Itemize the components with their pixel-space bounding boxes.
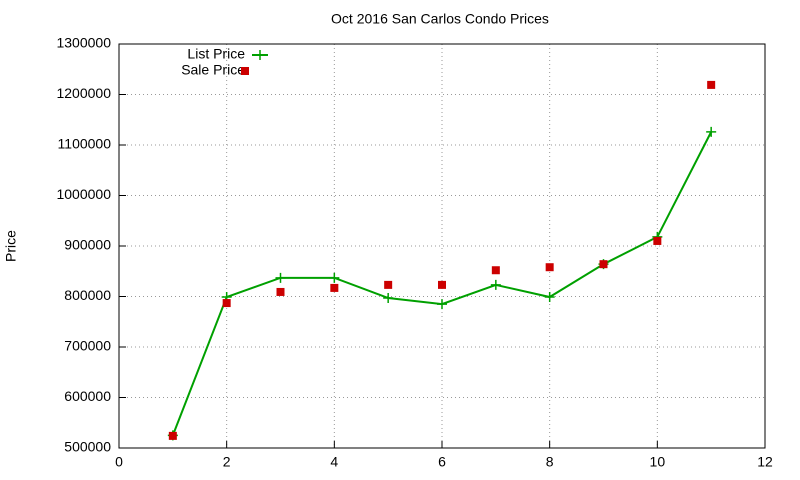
plot-frame xyxy=(118,43,766,449)
legend-marker xyxy=(255,50,265,60)
data-point xyxy=(599,260,608,269)
data-point xyxy=(437,299,447,310)
legend-label: List Price xyxy=(187,46,245,62)
x-tick-label: 8 xyxy=(546,454,554,470)
data-point xyxy=(222,299,231,308)
x-tick-label: 4 xyxy=(330,454,338,470)
y-tick-label: 800000 xyxy=(64,287,111,303)
y-axis-label: Price xyxy=(3,230,19,262)
y-tick-label: 600000 xyxy=(64,388,111,404)
data-point xyxy=(329,272,340,283)
x-tick-label: 0 xyxy=(115,454,123,470)
data-point xyxy=(275,272,286,283)
data-point xyxy=(490,279,501,290)
legend-label: Sale Price xyxy=(181,62,245,78)
data-point xyxy=(438,280,446,289)
y-tick-label: 1100000 xyxy=(58,136,112,152)
data-point xyxy=(491,266,500,275)
y-tick-label: 500000 xyxy=(64,439,111,455)
data-point xyxy=(706,126,717,137)
y-tick-label: 900000 xyxy=(64,237,111,253)
y-tick-label: 1300000 xyxy=(56,35,111,51)
x-tick-label: 12 xyxy=(757,454,773,470)
x-tick-label: 2 xyxy=(223,454,231,470)
x-tick-label: 6 xyxy=(438,454,446,470)
y-tick-label: 1000000 xyxy=(56,186,111,202)
data-point xyxy=(707,80,716,89)
x-tick-label: 10 xyxy=(650,454,666,470)
data-point xyxy=(168,431,177,440)
y-tick-label: 700000 xyxy=(64,338,111,354)
data-point xyxy=(276,287,285,296)
data-point xyxy=(330,283,339,292)
chart-title: Oct 2016 San Carlos Condo Prices xyxy=(331,11,549,27)
data-point xyxy=(545,263,554,272)
data-point xyxy=(544,292,555,303)
y-tick-label: 1200000 xyxy=(56,85,111,101)
data-point xyxy=(384,280,393,289)
data-point xyxy=(383,293,394,304)
data-point xyxy=(653,236,662,245)
legend-marker xyxy=(241,67,249,75)
